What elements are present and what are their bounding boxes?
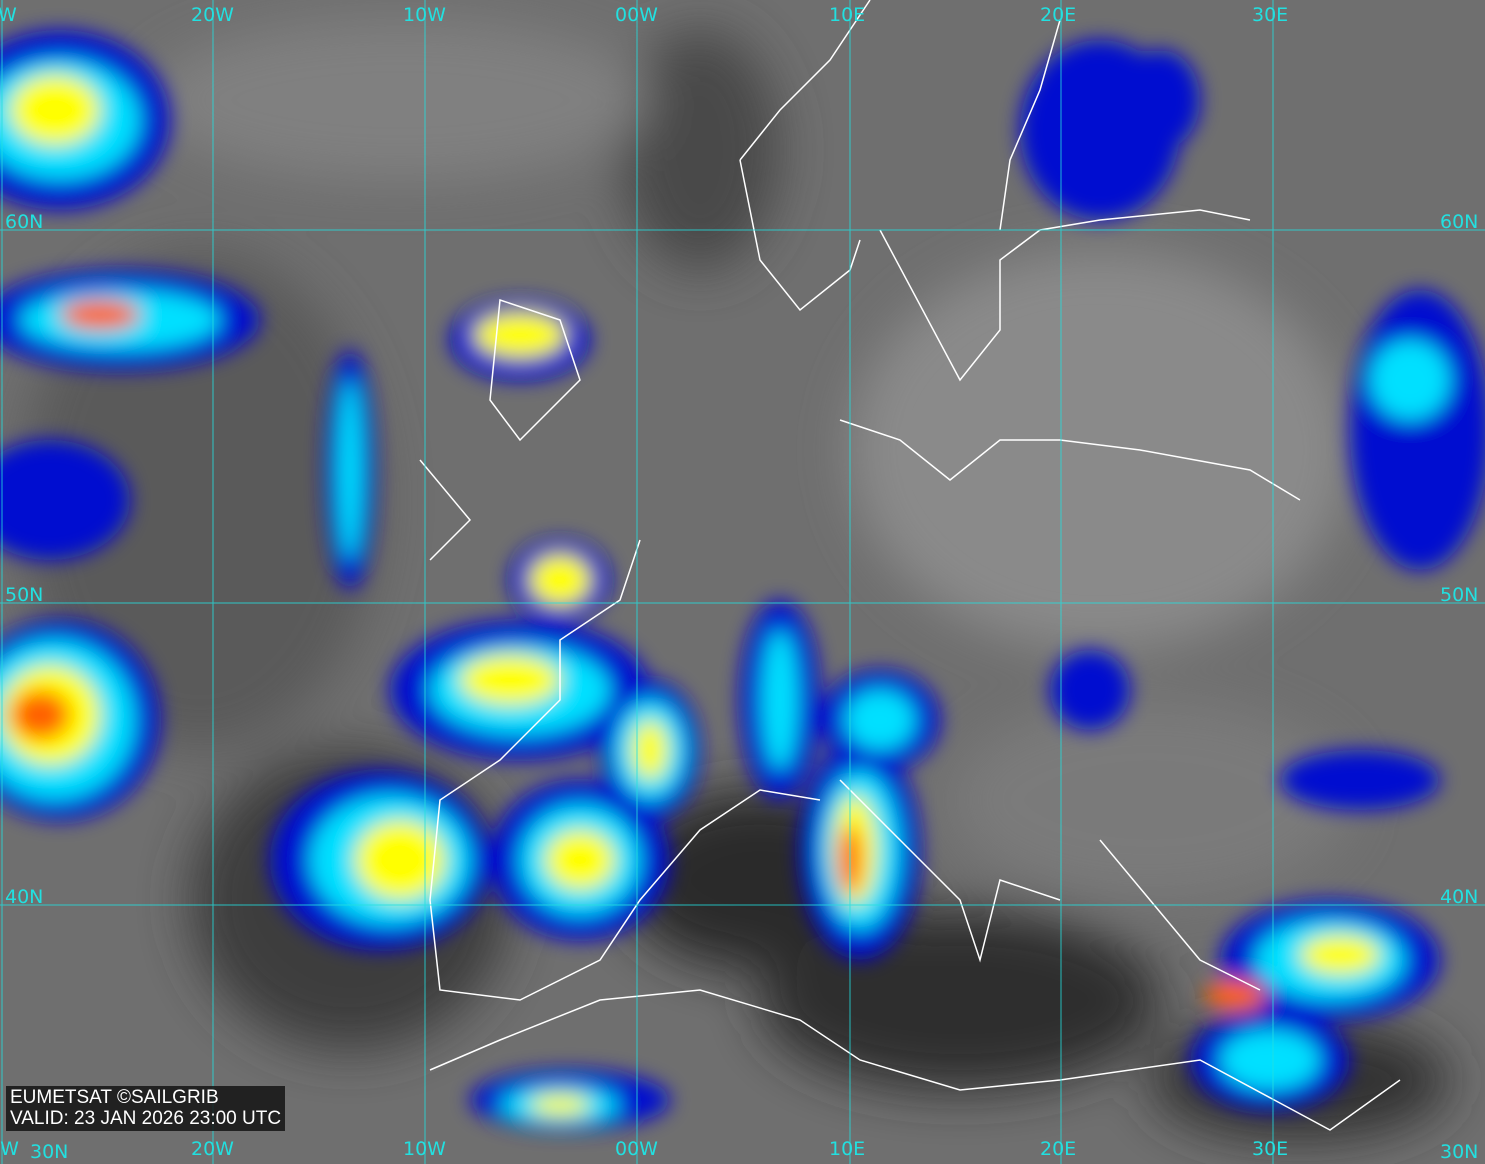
lon-label-bottom: 30E — [1252, 1138, 1289, 1160]
background-tone — [620, 30, 780, 270]
cloud-area — [460, 655, 560, 705]
cloud-area — [10, 75, 100, 145]
lat-label-right: 40N — [1440, 886, 1479, 908]
lon-label-bottom: 0W — [0, 1138, 19, 1160]
lat-label-right: 30N — [1440, 1141, 1479, 1163]
cloud-area — [1280, 750, 1440, 810]
cloud-area — [1370, 340, 1450, 420]
caption-box: EUMETSAT ©SAILGRIB VALID: 23 JAN 2026 23… — [6, 1086, 286, 1131]
coastline — [1099, 839, 1261, 991]
cloud-area — [1120, 50, 1200, 150]
coastline — [489, 298, 581, 442]
cloud-area — [60, 300, 140, 330]
cloud-area — [845, 690, 915, 750]
background-tone — [150, 20, 650, 180]
cloud-area — [338, 380, 362, 560]
cloud-area — [762, 630, 798, 770]
cloud-area — [475, 313, 565, 357]
lat-label-left: 40N — [5, 886, 44, 908]
cloud-area — [530, 1095, 590, 1115]
lon-label-top: 10W — [403, 4, 446, 26]
lat-label-left: 30N — [30, 1141, 69, 1163]
coastline — [879, 209, 1251, 382]
coastline — [739, 159, 861, 312]
lon-label-top: 20E — [1040, 4, 1077, 26]
lon-label-bottom: 10E — [829, 1138, 866, 1160]
cloud-area — [1300, 935, 1380, 975]
background-tone — [20, 250, 380, 750]
coastline — [429, 539, 821, 1001]
cloud-area — [1350, 290, 1485, 570]
coastline — [839, 419, 1301, 501]
lon-label-top: W — [0, 4, 17, 26]
lon-label-top: 30E — [1252, 4, 1289, 26]
lat-label-left: 60N — [5, 211, 44, 233]
coastline — [429, 989, 1401, 1131]
cloud-area — [1050, 650, 1130, 730]
lon-label-top: 00W — [615, 4, 658, 26]
coastline — [419, 459, 472, 561]
cloud-area — [632, 720, 668, 780]
lon-label-top: 10E — [829, 4, 866, 26]
coastline — [839, 779, 1061, 963]
coastline — [999, 19, 1061, 231]
lon-label-bottom: 20E — [1040, 1138, 1077, 1160]
valid-time: VALID: 23 JAN 2026 23:00 UTC — [10, 1108, 282, 1129]
lat-label-right: 60N — [1440, 211, 1479, 233]
cloud-area — [355, 820, 445, 900]
lon-label-bottom: 10W — [403, 1138, 446, 1160]
lon-label-top: 20W — [191, 4, 234, 26]
cloud-area — [10, 690, 70, 740]
background-tone — [950, 700, 1350, 900]
lon-label-bottom: 00W — [615, 1138, 658, 1160]
cloud-area — [530, 555, 590, 605]
cloud-area — [0, 440, 130, 560]
source-credit: EUMETSAT ©SAILGRIB — [10, 1087, 219, 1108]
lon-label-bottom: 20W — [191, 1138, 234, 1160]
lat-label-right: 50N — [1440, 584, 1479, 606]
background-tone — [760, 910, 1160, 1090]
background-tone — [850, 250, 1350, 650]
lat-label-left: 50N — [5, 584, 44, 606]
cloud-area — [1205, 980, 1265, 1010]
cloud-area — [545, 830, 615, 890]
cloud-area — [1220, 1030, 1320, 1090]
